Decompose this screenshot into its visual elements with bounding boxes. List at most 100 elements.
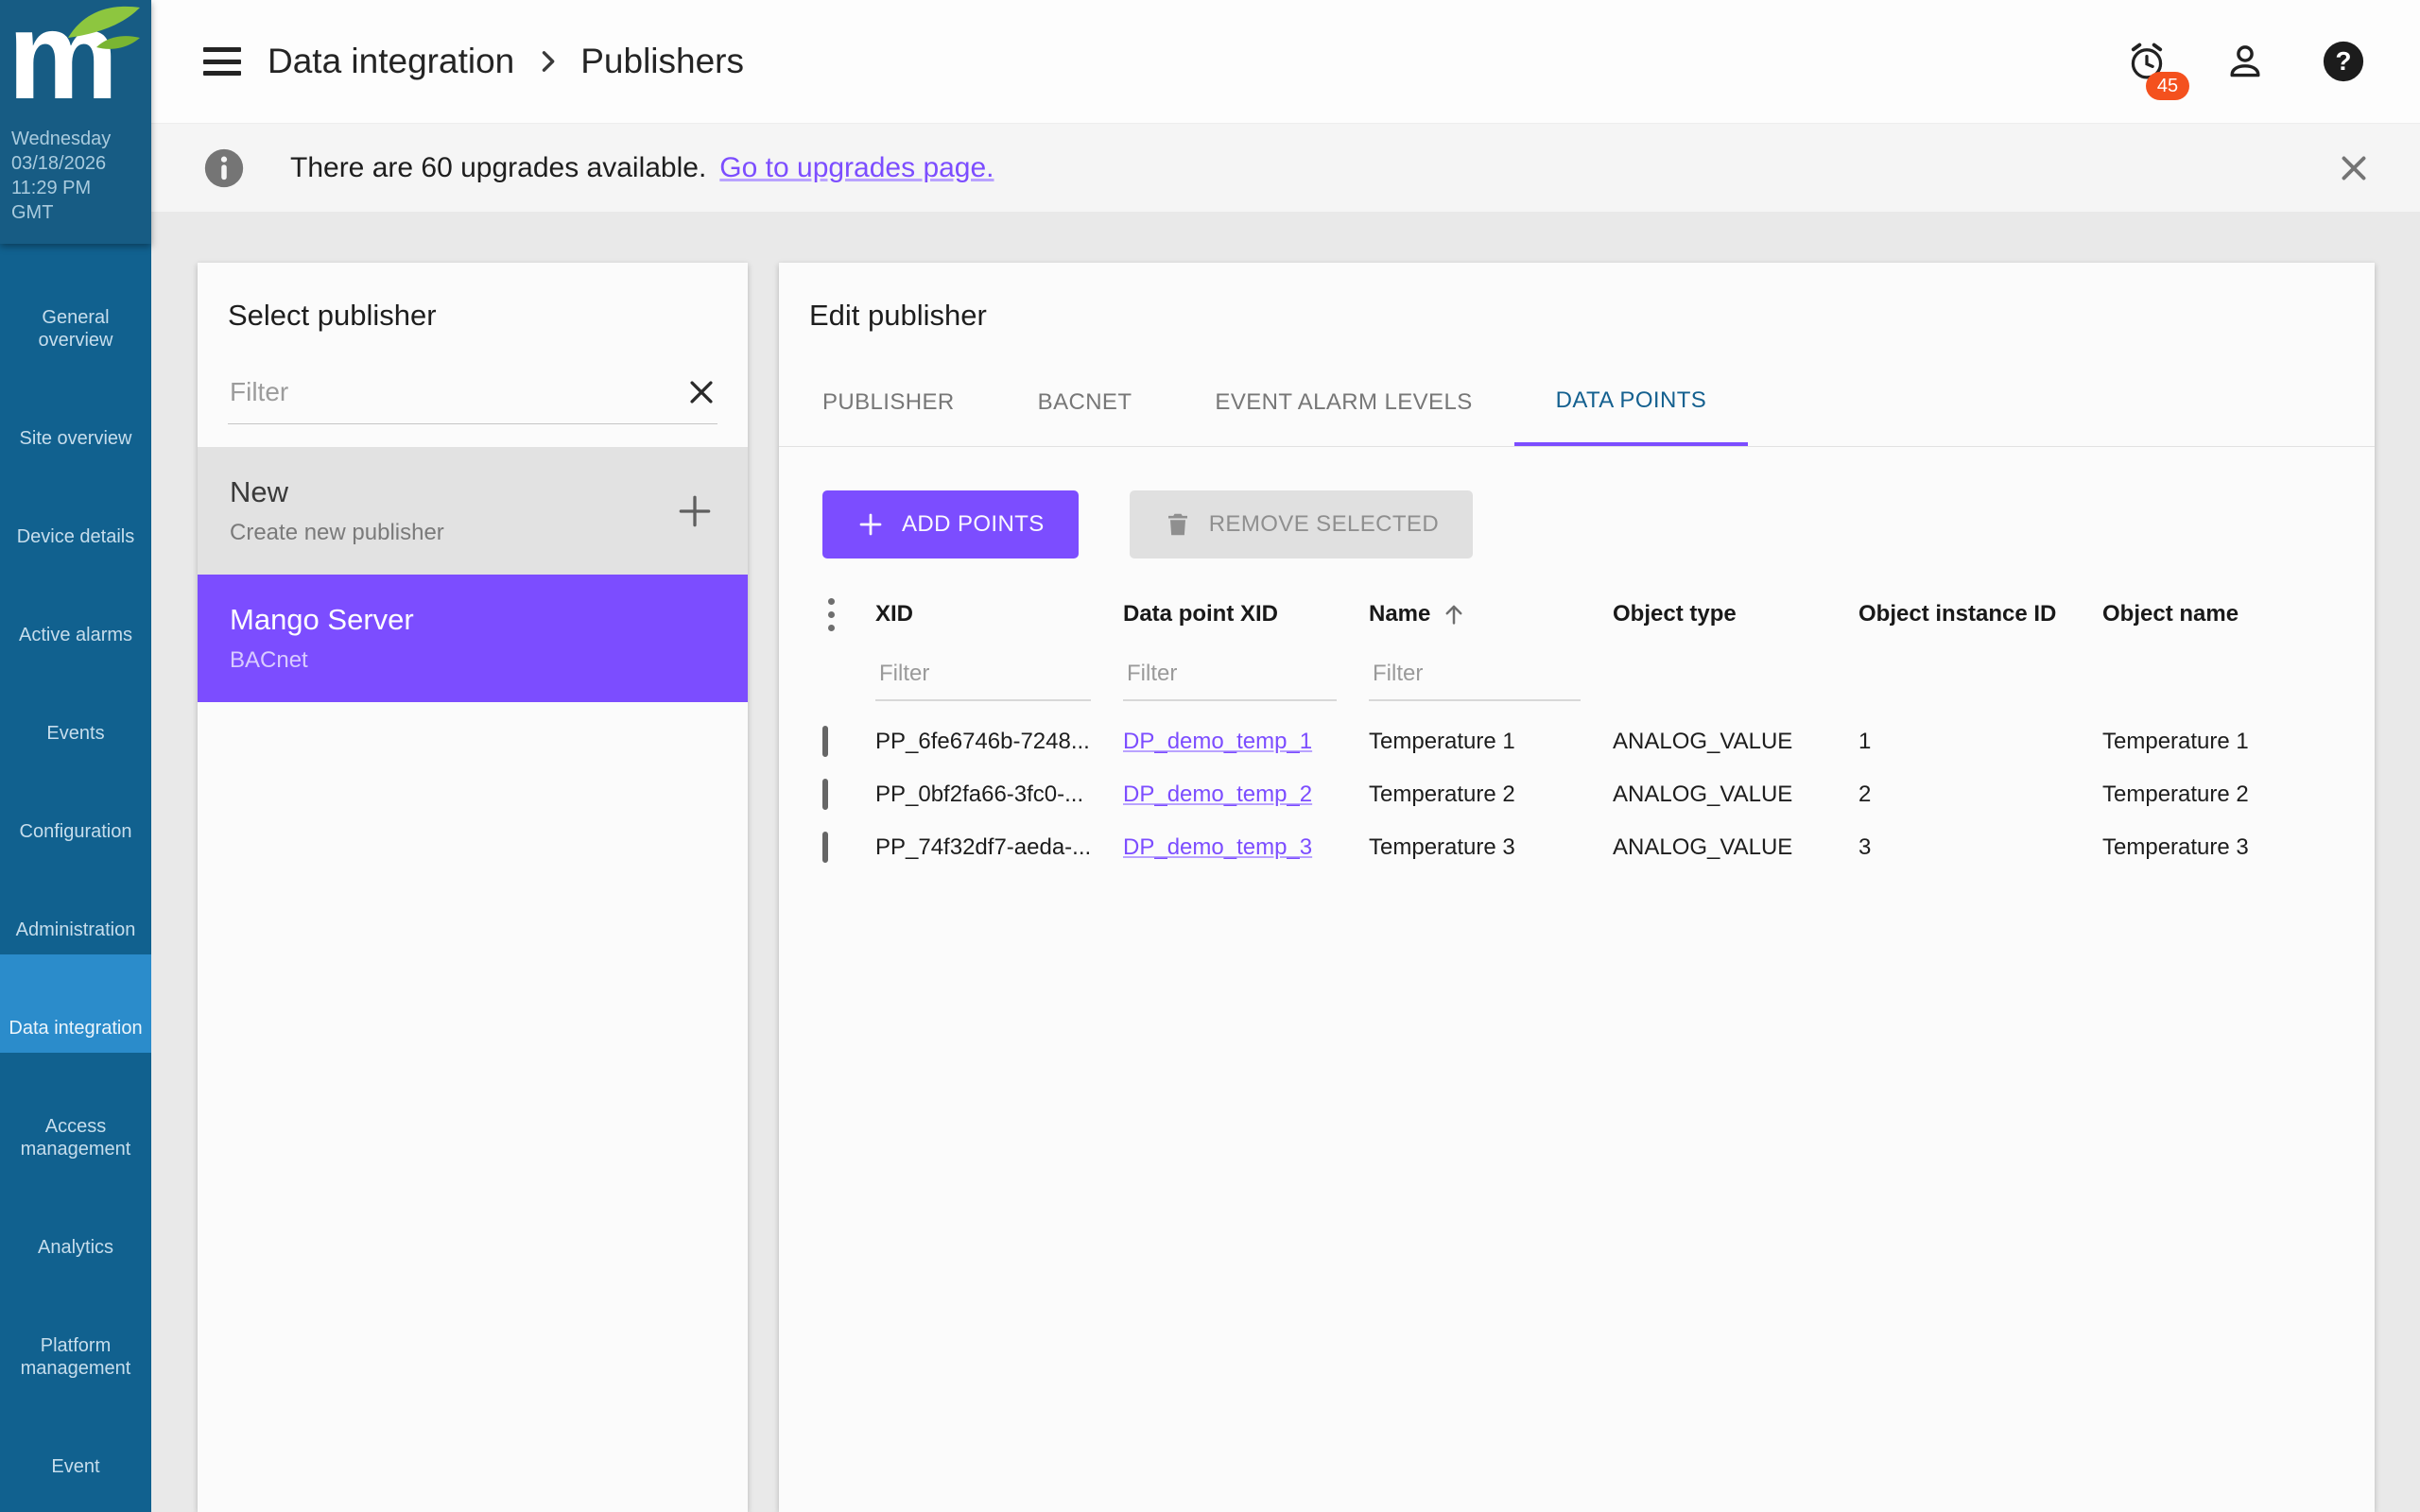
5con [56,773,95,813]
sidebar-item-label: Platform management [20,1335,131,1379]
svg-text:?: ? [2336,46,2352,76]
sidebar-item[interactable]: Access management [0,1053,151,1174]
date-weekday: Wednesday [11,129,112,149]
date-timezone: GMT [11,202,54,223]
data-point-xid-link[interactable]: DP_demo_temp_2 [1123,782,1313,807]
sidebar-item[interactable]: Analytics [0,1174,151,1272]
add-points-button[interactable]: ADD POINTS [822,490,1079,558]
data-point-xid-link[interactable]: DP_demo_temp_1 [1123,729,1313,754]
sidebar-header: m Wednesday 03/18/2026 11:29 PM GMT [0,0,151,244]
breadcrumb-data-integration[interactable]: Data integration [268,42,515,80]
sidebar-item[interactable]: General overview [0,244,151,365]
sidebar-item-label: Device details [16,526,135,547]
plus-icon [856,510,885,539]
tab-label: EVENT ALARM LEVELS [1215,389,1473,415]
3con [56,576,95,616]
cell-name: Temperature 1 [1369,729,1515,754]
tab[interactable]: EVENT ALARM LEVELS [1173,359,1513,446]
sidebar-item-label: General overview [38,307,113,351]
topbar: Data integration Publishers 45 ? [151,0,2420,124]
tab-label: DATA POINTS [1555,387,1707,413]
sidebar-item-label: Active alarms [18,625,133,645]
mango-leaf-icon [68,6,140,49]
clear-filter-icon[interactable] [685,376,717,408]
sidebar-item[interactable]: Administration [0,856,151,954]
cell-xid: PP_74f32df7-aeda-... [875,834,1092,860]
data-points-table: XID Data point XID Name Object type Obje… [822,587,2356,874]
cell-object-instance-id: 2 [1858,782,1872,807]
sidebar-item-label: Data integration [9,1018,143,1039]
data-point-xid-filter [1123,656,1337,701]
sidebar-item[interactable]: Device details [0,463,151,561]
publisher-list-item[interactable]: Mango Server BACnet [198,575,748,702]
publisher-item-title: New [230,475,289,508]
sidebar-item[interactable]: Events [0,660,151,758]
publisher-filter-row [228,376,717,424]
column-header-object-instance-id[interactable]: Object instance ID [1858,601,2057,627]
xid-filter-input[interactable] [877,660,1089,688]
8con [56,1068,95,1108]
column-header-xid[interactable]: XID [875,601,914,627]
row-checkbox[interactable] [822,726,828,757]
mango-logo[interactable]: m [0,0,151,124]
column-header-object-name[interactable]: Object name [2102,601,2239,627]
column-header-name[interactable]: Name [1369,600,1613,628]
add-points-label: ADD POINTS [902,511,1045,537]
banner-text: There are 60 upgrades available. [290,151,707,183]
table-row: PP_6fe6746b-7248... DP_demo_temp_1 Tempe… [822,715,2356,768]
name-filter-input[interactable] [1371,660,1579,688]
alarms-icon[interactable]: 45 [2125,40,2189,100]
tab-label: BACNET [1037,389,1132,415]
info-icon [204,148,244,187]
tab[interactable]: PUBLISHER [781,359,996,446]
sidebar-item[interactable]: Event [0,1393,151,1491]
select-publisher-title: Select publisher [228,299,437,332]
sidebar-item[interactable]: Active alarms [0,561,151,660]
upgrades-page-link[interactable]: Go to upgrades page. [719,151,994,183]
publisher-item-main: New Create new publisher [230,475,674,546]
sidebar-item[interactable]: Data integration [0,954,151,1053]
cell-object-name: Temperature 3 [2102,834,2249,860]
6con [56,871,95,911]
column-header-object-type[interactable]: Object type [1613,601,1737,627]
row-checkbox[interactable] [822,832,828,863]
sidebar-item[interactable]: Configuration [0,758,151,856]
publisher-filter-input[interactable] [228,376,685,408]
banner-close-icon[interactable] [2337,151,2371,185]
trash-icon [1164,510,1192,539]
9con [56,1189,95,1228]
11con [56,1408,95,1448]
select-publisher-panel: Select publisher New Create new publishe… [198,263,748,1512]
table-menu-icon[interactable] [822,595,855,633]
cell-name: Temperature 3 [1369,834,1515,860]
add-publisher-icon[interactable] [674,490,716,532]
breadcrumb-publishers[interactable]: Publishers [580,42,744,80]
data-point-xid-link[interactable]: DP_demo_temp_3 [1123,834,1313,860]
publisher-list-item[interactable]: New Create new publisher [198,447,748,575]
sidebar-datetime: Wednesday 03/18/2026 11:29 PM GMT [0,117,151,225]
tab-label: PUBLISHER [822,389,955,415]
user-icon[interactable] [2223,40,2267,83]
cell-object-name: Temperature 2 [2102,782,2249,807]
7con [56,970,95,1009]
cell-object-type: ANALOG_VALUE [1613,729,1793,754]
sidebar-item[interactable]: Site overview [0,365,151,463]
remove-selected-button[interactable]: REMOVE SELECTED [1129,490,1474,558]
cell-object-name: Temperature 1 [2102,729,2249,754]
cell-xid: PP_6fe6746b-7248... [875,729,1090,754]
chevron-right-icon [542,51,555,72]
column-header-data-point-xid[interactable]: Data point XID [1123,601,1279,627]
xid-filter [875,656,1091,701]
sort-ascending-icon [1440,600,1468,628]
tab[interactable]: BACNET [996,359,1174,446]
sidebar-item[interactable]: Platform management [0,1272,151,1393]
data-point-xid-filter-input[interactable] [1125,660,1335,688]
edit-publisher-tabs: PUBLISHER BACNET EVENT ALARM LEVELS DATA… [779,359,2375,447]
breadcrumb: Data integration Publishers [268,42,744,81]
tab[interactable]: DATA POINTS [1513,359,1749,446]
table-filter-row [822,642,2356,715]
row-checkbox[interactable] [822,779,828,810]
help-icon[interactable]: ? [2322,40,2365,83]
menu-icon[interactable] [203,47,241,76]
cell-name: Temperature 2 [1369,782,1515,807]
